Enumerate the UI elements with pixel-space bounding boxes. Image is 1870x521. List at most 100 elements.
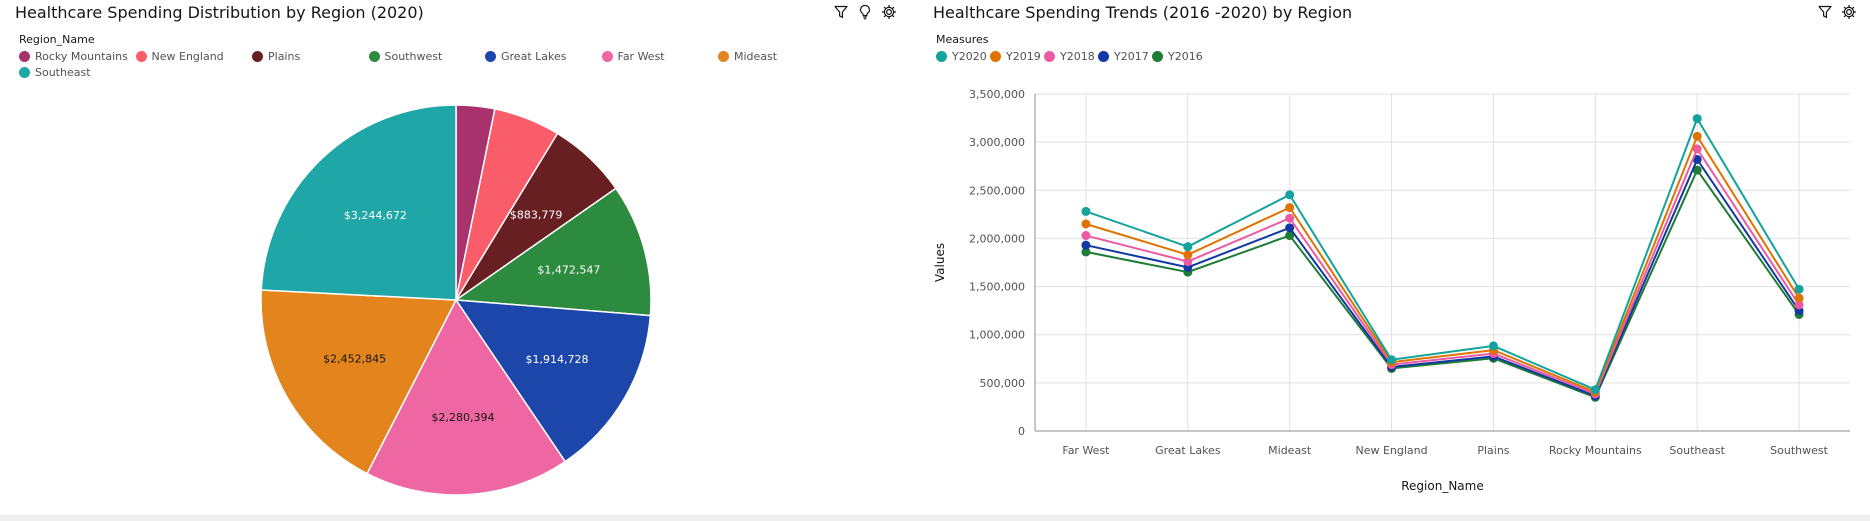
legend-label: Mideast <box>734 50 778 63</box>
legend-swatch <box>990 51 1001 62</box>
data-point-y2018[interactable] <box>1794 300 1804 310</box>
legend-swatch <box>19 67 30 78</box>
legend-swatch <box>936 51 947 62</box>
data-point-y2019[interactable] <box>1183 250 1193 260</box>
pie-legend-item-southeast[interactable]: Southeast <box>19 66 91 79</box>
legend-swatch <box>1044 51 1055 62</box>
legend-swatch <box>601 51 613 62</box>
data-point-y2019[interactable] <box>1794 293 1804 303</box>
line-chart: 0 500,000 1,000,000 1,500,000 2,000,000 2,500… <box>933 88 1850 493</box>
line-legend-item-y2020[interactable]: Y2020 <box>936 50 987 63</box>
line-toolbar <box>1817 4 1857 20</box>
data-point-y2020[interactable] <box>1285 190 1295 200</box>
y-tick-label: 1,500,000 <box>969 281 1025 294</box>
y-tick-label: 2,000,000 <box>969 232 1025 245</box>
legend-label: Southwest <box>384 50 443 63</box>
line-legend-item-y2018[interactable]: Y2018 <box>1044 50 1095 63</box>
legend-label: Y2019 <box>1006 50 1041 63</box>
series-line-y2019[interactable] <box>1085 134 1800 394</box>
data-point-y2018[interactable] <box>1081 231 1091 241</box>
series-line-y2018[interactable] <box>1085 146 1800 396</box>
series-line-y2016[interactable] <box>1085 168 1800 399</box>
y-tick-label: 1,000,000 <box>969 329 1025 342</box>
legend-label: Plains <box>268 50 301 63</box>
data-point-y2017[interactable] <box>1285 223 1295 233</box>
data-point-y2020[interactable] <box>1692 114 1702 124</box>
x-tick-label: Mideast <box>1268 444 1312 457</box>
data-point-y2017[interactable] <box>1081 240 1091 250</box>
pie-slice-mideast[interactable] <box>260 289 458 475</box>
legend-swatch <box>718 51 729 62</box>
pie-slice-southwest[interactable] <box>453 187 652 317</box>
data-point-y2020[interactable] <box>1183 242 1193 252</box>
data-point-y2020[interactable] <box>1794 284 1804 294</box>
pie-legend-item-mideast[interactable]: Mideast <box>718 50 777 63</box>
pie-legend-title: Region_Name <box>19 33 95 46</box>
filter-icon[interactable] <box>1817 4 1833 20</box>
x-axis-title: Region_Name <box>1401 479 1483 493</box>
data-point-y2020[interactable] <box>1590 385 1600 395</box>
settings-icon[interactable] <box>881 4 897 20</box>
pie-toolbar <box>833 4 897 20</box>
legend-label: Y2017 <box>1114 50 1149 63</box>
line-legend-item-y2017[interactable]: Y2017 <box>1098 50 1149 63</box>
series-line-y2017[interactable] <box>1085 157 1800 398</box>
line-legend-title: Measures <box>936 33 989 46</box>
pie-chart-title: Healthcare Spending Distribution by Regi… <box>15 3 424 22</box>
filter-icon[interactable] <box>833 4 849 20</box>
legend-label: Far West <box>617 50 665 63</box>
data-point-y2018[interactable] <box>1183 257 1193 267</box>
settings-icon[interactable] <box>1841 4 1857 20</box>
data-point-y2019[interactable] <box>1081 219 1091 229</box>
pie-legend-item-great-lakes[interactable]: Great Lakes <box>485 50 566 63</box>
y-axis-title: Values <box>933 243 947 282</box>
data-point-y2019[interactable] <box>1692 131 1702 141</box>
pie-slice-far-west[interactable] <box>366 298 567 496</box>
data-point-y2016[interactable] <box>1285 231 1295 241</box>
legend-swatch <box>485 51 496 62</box>
data-point-y2016[interactable] <box>1081 247 1091 257</box>
pie-data-label-mideast: $2,452,845 <box>323 352 386 365</box>
y-tick-label: 3,000,000 <box>969 136 1025 149</box>
lightbulb-icon[interactable] <box>857 4 873 20</box>
legend-label: Great Lakes <box>501 50 567 63</box>
data-point-y2017[interactable] <box>1692 154 1702 164</box>
legend-swatch <box>368 51 380 62</box>
pie-legend-item-southwest[interactable]: Southwest <box>368 50 443 63</box>
x-tick-label: New England <box>1355 444 1427 457</box>
pie-legend-item-rocky-mountains[interactable]: Rocky Mountains <box>19 50 128 63</box>
legend-swatch <box>1152 51 1163 62</box>
pie-data-label-great-lakes: $1,914,728 <box>526 353 589 366</box>
pie-legend-item-new-england[interactable]: New England <box>135 50 224 63</box>
x-tick-label: Southeast <box>1669 444 1725 457</box>
line-legend-item-y2016[interactable]: Y2016 <box>1152 50 1203 63</box>
x-tick-label: Southwest <box>1770 444 1828 457</box>
data-point-y2020[interactable] <box>1081 206 1091 216</box>
pie-legend-item-plains[interactable]: Plains <box>252 50 300 63</box>
x-tick-label: Great Lakes <box>1155 444 1221 457</box>
y-tick-label: 500,000 <box>980 377 1026 390</box>
x-tick-label: Plains <box>1477 444 1509 457</box>
pie-chart: $883,779 $1,472,547 $1,914,728 $2,280,394 $2… <box>260 104 652 496</box>
pie-slice-great-lakes[interactable] <box>454 299 652 463</box>
line-chart-title: Healthcare Spending Trends (2016 -2020) … <box>933 3 1353 22</box>
data-point-y2019[interactable] <box>1285 203 1295 213</box>
data-point-y2018[interactable] <box>1285 213 1295 223</box>
data-point-y2020[interactable] <box>1387 355 1397 365</box>
legend-swatch <box>1098 51 1109 62</box>
series-line-y2020[interactable] <box>1085 116 1800 392</box>
legend-label: Y2020 <box>952 50 987 63</box>
legend-label: Southeast <box>35 66 91 79</box>
data-point-y2020[interactable] <box>1488 341 1498 351</box>
pie-slice-southeast[interactable] <box>260 104 457 301</box>
legend-swatch <box>135 51 147 62</box>
y-tick-label: 3,500,000 <box>969 88 1025 101</box>
pie-data-label-plains: $883,779 <box>510 209 563 222</box>
legend-label: Y2016 <box>1168 50 1203 63</box>
pie-legend-item-far-west[interactable]: Far West <box>601 50 665 63</box>
data-point-y2018[interactable] <box>1692 144 1702 154</box>
data-point-y2016[interactable] <box>1692 165 1702 175</box>
line-legend-item-y2019[interactable]: Y2019 <box>990 50 1041 63</box>
y-tick-label: 2,500,000 <box>969 184 1025 197</box>
pie-chart-panel: Healthcare Spending Distribution by Regi… <box>0 0 930 515</box>
